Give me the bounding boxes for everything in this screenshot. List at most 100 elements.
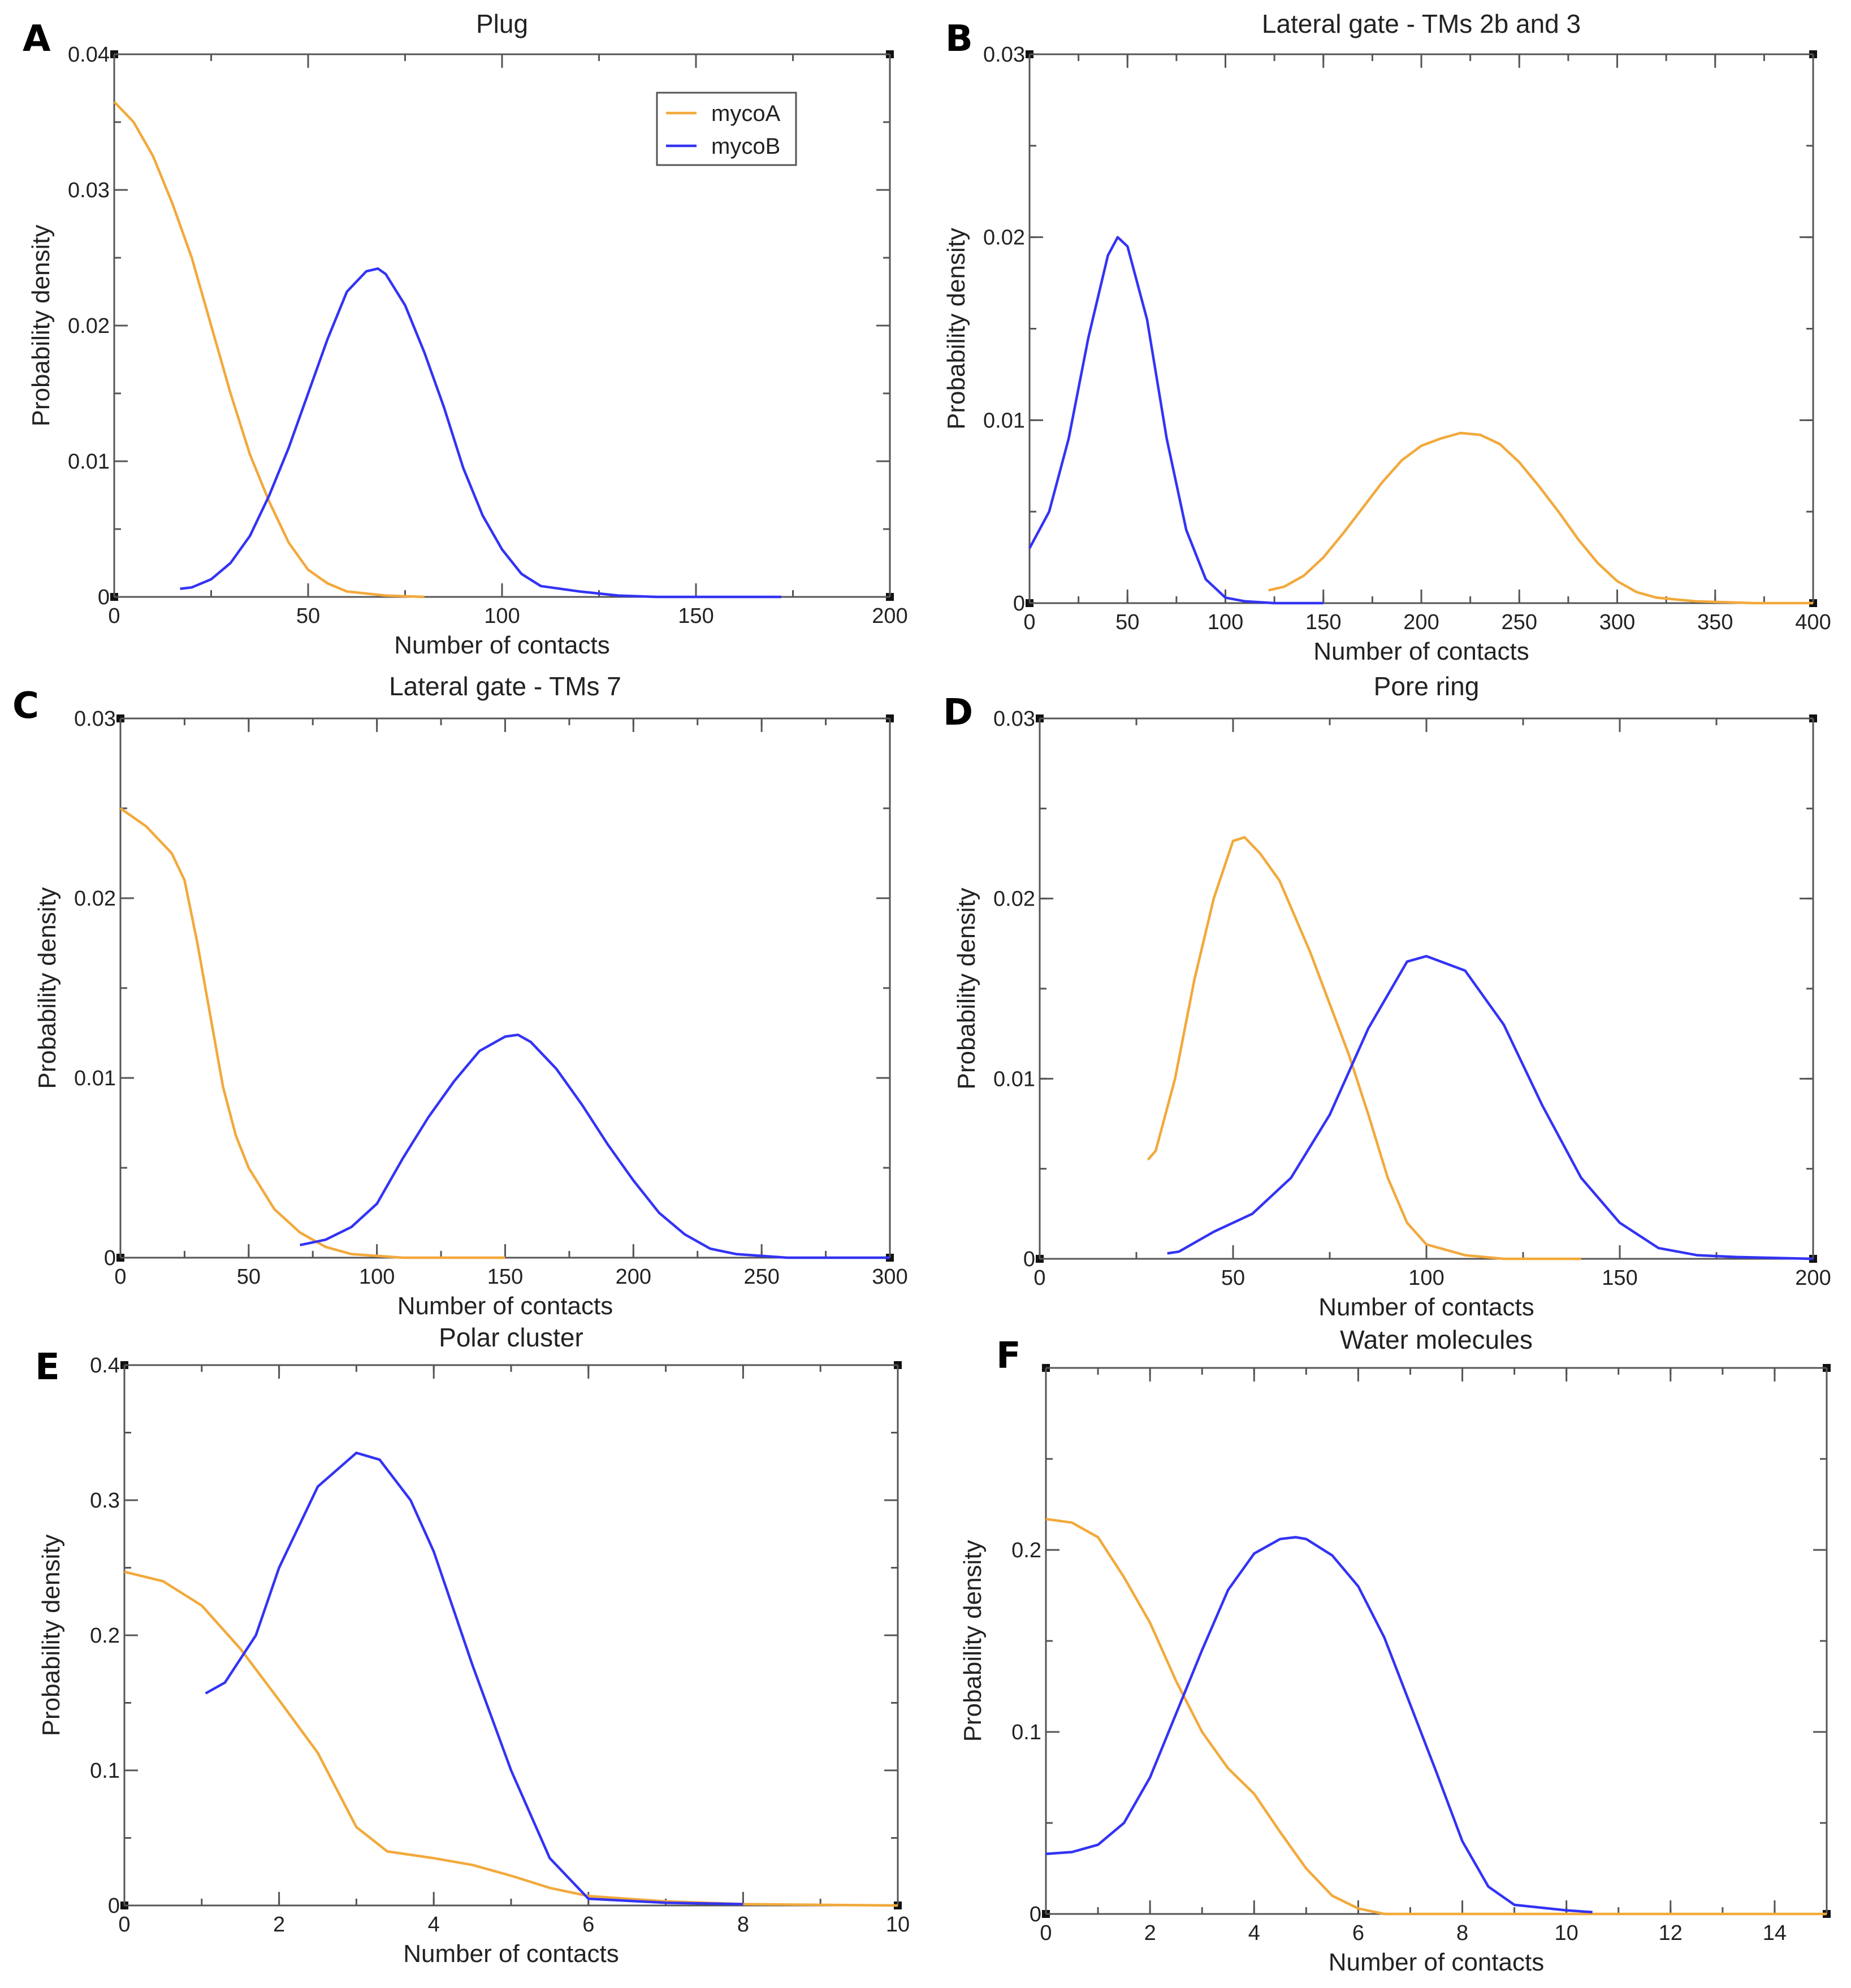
x-tick-label: 2: [273, 1913, 285, 1937]
series-line-mycoa: [1147, 836, 1581, 1261]
series-line-mycoa: [1045, 1518, 1827, 1916]
panel-letter: F: [996, 1335, 1021, 1377]
panel-f: F Water molecules 0 2 4 6 8 10 12 14 0 0.1 0.2 Number…: [959, 1325, 1831, 1976]
x-tick-label: 200: [1795, 1266, 1831, 1290]
y-tick-label: 0: [98, 586, 110, 609]
x-tick-label: 100: [484, 604, 520, 628]
legend-label: mycoA: [711, 101, 781, 126]
panel-letter: A: [23, 18, 51, 60]
plot-frame: [1028, 53, 1814, 604]
series-line-mycob: [205, 1452, 743, 1905]
x-tick-label: 0: [1040, 1921, 1052, 1945]
y-axis-label: Probability density: [37, 1534, 65, 1736]
panel-b: B Lateral gate - TMs 2b and 3 0 50 100 150 200…: [942, 9, 1831, 665]
x-tick-label: 4: [428, 1913, 440, 1937]
y-tick-label: 0.3: [90, 1489, 120, 1513]
panel-letter: C: [12, 685, 39, 727]
panel-letter: E: [35, 1346, 60, 1388]
series-line-mycoa: [113, 101, 425, 599]
chart-title: Water molecules: [1340, 1325, 1533, 1354]
x-tick-label: 300: [872, 1265, 907, 1289]
x-tick-label: 0: [114, 1265, 126, 1289]
y-tick-label: 0.03: [68, 179, 110, 202]
x-tick-label: 200: [872, 604, 907, 628]
y-tick-label: 0.2: [1011, 1539, 1041, 1562]
panel-a: A Plug 0 50 100 150 200 0 0.01 0.02 0.03 0.04 Number…: [23, 9, 908, 659]
y-tick-label: 0: [104, 1246, 116, 1270]
legend-label: mycoB: [711, 134, 780, 159]
y-axis-label: Probability density: [27, 224, 55, 426]
y-tick-label: 0.03: [983, 43, 1025, 67]
plot-frame: [1039, 717, 1814, 1260]
legend-box: [656, 92, 797, 166]
x-tick-label: 6: [1352, 1921, 1364, 1945]
x-tick-label: 100: [1208, 610, 1243, 634]
x-axis-label: Number of contacts: [1318, 1293, 1534, 1321]
x-tick-label: 10: [1555, 1921, 1578, 1945]
y-tick-label: 0.02: [74, 887, 116, 911]
panel-letter: D: [943, 692, 973, 734]
x-tick-label: 0: [1023, 610, 1035, 634]
x-tick-label: 150: [487, 1265, 523, 1289]
x-tick-label: 100: [359, 1265, 395, 1289]
y-tick-label: 0.01: [74, 1067, 116, 1090]
x-tick-label: 4: [1248, 1921, 1260, 1945]
x-axis-label: Number of contacts: [1313, 638, 1529, 665]
y-tick-label: 0.2: [90, 1624, 120, 1648]
legend: mycoA mycoB: [656, 92, 797, 166]
y-tick-label: 0.04: [68, 43, 110, 67]
x-tick-label: 0: [108, 604, 120, 628]
x-tick-label: 400: [1795, 610, 1831, 634]
y-axis-label: Probability density: [942, 228, 970, 430]
x-tick-label: 250: [1502, 610, 1537, 634]
series-line-mycob: [1167, 955, 1814, 1261]
x-tick-label: 50: [1115, 610, 1139, 634]
series-line-mycob: [300, 1033, 890, 1259]
x-tick-label: 10: [886, 1913, 910, 1937]
y-axis-label: Probability density: [953, 887, 980, 1089]
y-tick-label: 0: [1023, 1248, 1035, 1271]
y-tick-label: 0.01: [983, 409, 1025, 432]
x-tick-label: 150: [1602, 1266, 1637, 1290]
x-tick-label: 300: [1599, 610, 1635, 634]
x-axis-label: Number of contacts: [397, 1292, 613, 1320]
y-tick-label: 0.01: [993, 1067, 1035, 1091]
x-tick-label: 50: [296, 604, 320, 628]
panel-e: E Polar cluster 0 2 4 6 8 10 0 0.1 0.2 0.3 0.4 Number…: [35, 1323, 910, 1968]
chart-title: Lateral gate - TMs 2b and 3: [1262, 9, 1581, 38]
x-tick-label: 0: [1033, 1266, 1045, 1290]
series-line-mycob: [180, 267, 781, 599]
plot-frame: [123, 1364, 899, 1907]
chart-title: Plug: [476, 9, 528, 38]
x-tick-label: 150: [678, 604, 713, 628]
panel-c: C Lateral gate - TMs 7 0 50 100 150 200 250 300 0…: [12, 672, 908, 1320]
y-tick-label: 0.1: [90, 1759, 120, 1783]
y-tick-label: 0.02: [983, 226, 1025, 250]
y-axis-label: Probability density: [33, 887, 61, 1089]
y-tick-label: 0.03: [993, 707, 1035, 731]
series-line-mycoa: [124, 1570, 898, 1907]
x-tick-label: 200: [1403, 610, 1439, 634]
x-axis-label: Number of contacts: [1329, 1948, 1545, 1976]
y-tick-label: 0: [108, 1894, 120, 1918]
x-axis-label: Number of contacts: [403, 1940, 619, 1968]
series-line-mycob: [1045, 1536, 1593, 1914]
y-tick-label: 0: [1030, 1903, 1041, 1926]
x-tick-label: 6: [582, 1913, 594, 1937]
x-tick-label: 8: [1456, 1921, 1468, 1945]
x-tick-label: 200: [616, 1265, 651, 1289]
x-tick-label: 8: [737, 1913, 749, 1937]
panel-letter: B: [945, 18, 973, 60]
plot-frame: [119, 717, 891, 1259]
y-tick-label: 0: [1013, 592, 1025, 616]
x-axis-label: Number of contacts: [394, 631, 610, 659]
chart-title: Lateral gate - TMs 7: [389, 672, 621, 701]
series-line-mycob: [1028, 236, 1324, 605]
plot-frame: [1045, 1367, 1828, 1915]
chart-title: Polar cluster: [439, 1323, 583, 1352]
x-tick-label: 50: [237, 1265, 261, 1289]
panel-d: D Pore ring 0 50 100 150 200 0 0.01 0.02 0.03 Numbe…: [943, 672, 1831, 1321]
x-tick-label: 2: [1144, 1921, 1156, 1945]
y-tick-label: 0.03: [74, 707, 116, 731]
